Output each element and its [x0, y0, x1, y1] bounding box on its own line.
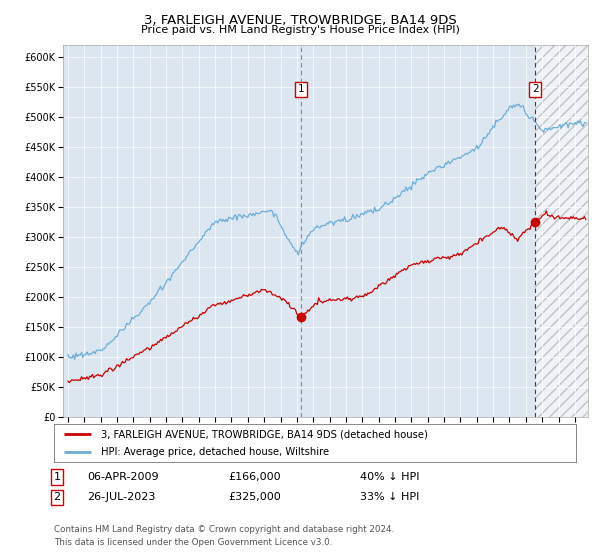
Text: 2: 2 — [532, 85, 538, 95]
Text: 26-JUL-2023: 26-JUL-2023 — [87, 492, 155, 502]
Text: £166,000: £166,000 — [228, 472, 281, 482]
Text: 3, FARLEIGH AVENUE, TROWBRIDGE, BA14 9DS: 3, FARLEIGH AVENUE, TROWBRIDGE, BA14 9DS — [143, 14, 457, 27]
Text: 40% ↓ HPI: 40% ↓ HPI — [360, 472, 419, 482]
Text: Contains HM Land Registry data © Crown copyright and database right 2024.: Contains HM Land Registry data © Crown c… — [54, 525, 394, 534]
Text: 1: 1 — [298, 85, 305, 95]
Text: 06-APR-2009: 06-APR-2009 — [87, 472, 158, 482]
Text: 3, FARLEIGH AVENUE, TROWBRIDGE, BA14 9DS (detached house): 3, FARLEIGH AVENUE, TROWBRIDGE, BA14 9DS… — [101, 429, 428, 439]
Text: 2: 2 — [53, 492, 61, 502]
Text: £325,000: £325,000 — [228, 492, 281, 502]
Text: 1: 1 — [53, 472, 61, 482]
Text: Price paid vs. HM Land Registry's House Price Index (HPI): Price paid vs. HM Land Registry's House … — [140, 25, 460, 35]
Text: This data is licensed under the Open Government Licence v3.0.: This data is licensed under the Open Gov… — [54, 538, 332, 547]
Text: 33% ↓ HPI: 33% ↓ HPI — [360, 492, 419, 502]
Bar — [535, 45, 588, 417]
Text: HPI: Average price, detached house, Wiltshire: HPI: Average price, detached house, Wilt… — [101, 447, 329, 457]
